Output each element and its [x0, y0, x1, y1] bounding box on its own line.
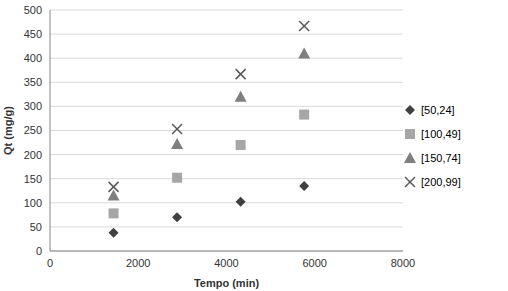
svg-text:250: 250 — [24, 124, 42, 136]
svg-text:4000: 4000 — [214, 257, 238, 269]
svg-text:Tempo (min): Tempo (min) — [194, 277, 260, 289]
svg-text:0: 0 — [36, 245, 42, 257]
svg-text:6000: 6000 — [303, 257, 327, 269]
svg-text:300: 300 — [24, 100, 42, 112]
svg-text:200: 200 — [24, 149, 42, 161]
html-text:[100,49]: [100,49] — [421, 127, 461, 140]
html-text:[150,74]: [150,74] — [421, 151, 461, 164]
svg-text:100: 100 — [24, 197, 42, 209]
svg-text:2000: 2000 — [126, 257, 150, 269]
svg-text:350: 350 — [24, 76, 42, 88]
svg-text:8000: 8000 — [391, 257, 415, 269]
svg-text:500: 500 — [24, 4, 42, 16]
svg-text:400: 400 — [24, 52, 42, 64]
svg-text:Qt (mg/g): Qt (mg/g) — [8, 106, 14, 155]
svg-text:150: 150 — [24, 173, 42, 185]
html-text:[50,24]: [50,24] — [421, 103, 455, 116]
svg-text:50: 50 — [30, 221, 42, 233]
svg-text:450: 450 — [24, 28, 42, 40]
html-text:[200,99]: [200,99] — [421, 175, 461, 188]
svg-text:0: 0 — [47, 257, 53, 269]
